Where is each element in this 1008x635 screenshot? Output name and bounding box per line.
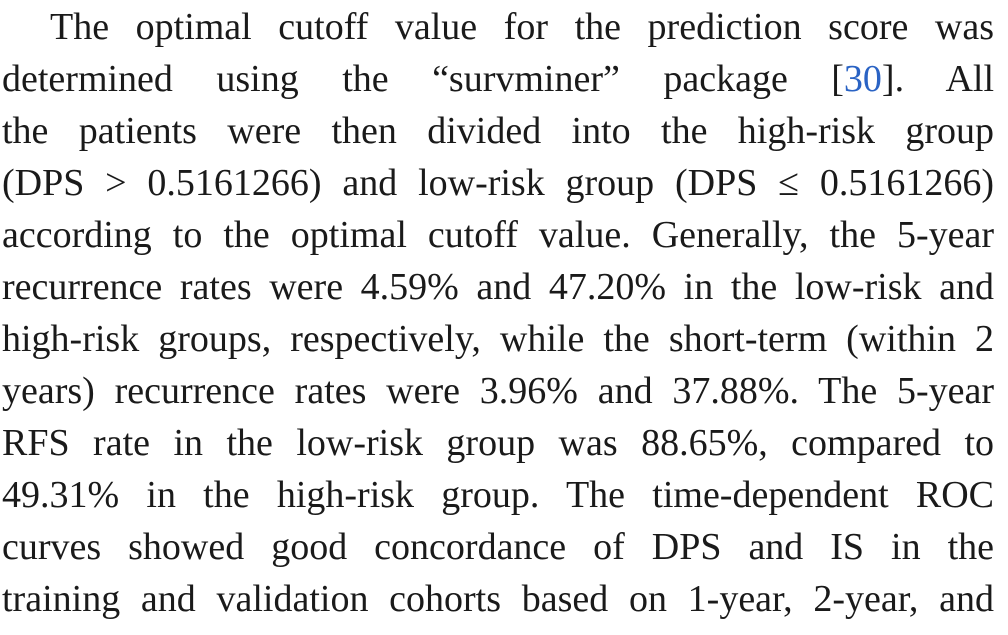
citation-link[interactable]: 30 xyxy=(843,58,882,100)
paragraph-line-7: high-risk groups, respectively, while th… xyxy=(2,318,994,360)
paragraph-line-1: The optimal cutoff value for the predict… xyxy=(50,6,994,48)
paragraph-line-10: 49.31% in the high-risk group. The time-… xyxy=(2,474,994,516)
paragraph-line-3: the patients were then divided into the … xyxy=(2,110,994,152)
line-2-after-text: ]. All xyxy=(881,58,994,100)
paragraph-line-8: years) recurrence rates were 3.96% and 3… xyxy=(2,370,994,412)
line-2-text: determined using the “survminer” package… xyxy=(2,58,844,100)
paragraph-line-6: recurrence rates were 4.59% and 47.20% i… xyxy=(2,266,994,308)
paragraph-line-12: training and validation cohorts based on… xyxy=(2,578,994,620)
paragraph-line-5: according to the optimal cutoff value. G… xyxy=(2,214,994,256)
paragraph-line-4: (DPS > 0.5161266) and low-risk group (DP… xyxy=(2,162,994,204)
paragraph-line-11: curves showed good concordance of DPS an… xyxy=(2,526,994,568)
paragraph-line-9: RFS rate in the low-risk group was 88.65… xyxy=(2,422,994,464)
paragraph-line-2: determined using the “survminer” package… xyxy=(2,53,994,105)
